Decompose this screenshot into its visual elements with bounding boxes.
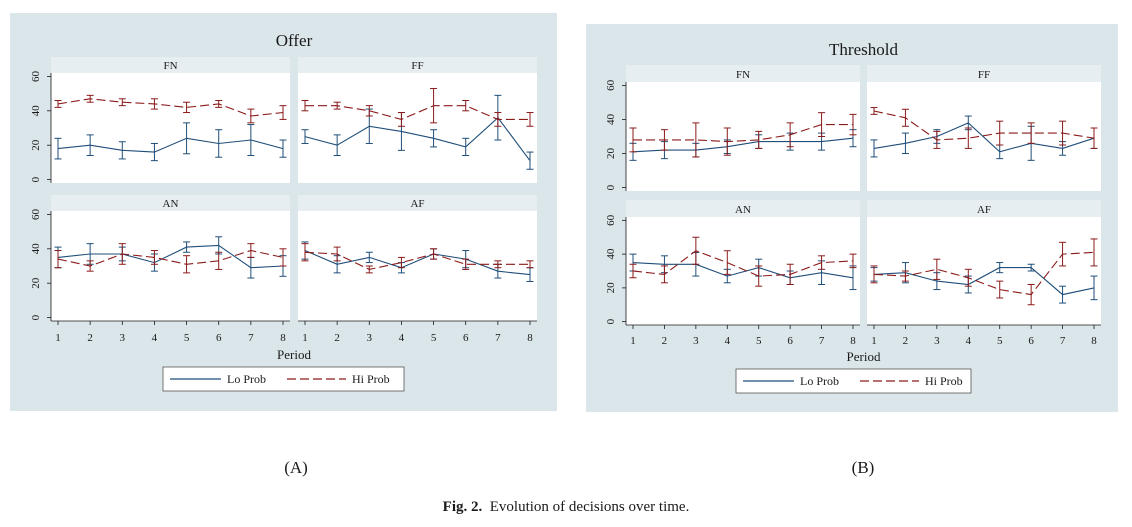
threshold-ff-strip (867, 65, 1101, 82)
offer-fn-y-tick-label: 60 (30, 70, 42, 82)
offer-an-x-tick-label: 1 (55, 332, 61, 344)
offer-an-x-tick-label: 6 (216, 332, 222, 344)
offer-af-strip-label: AF (410, 198, 424, 210)
threshold-an-y-tick-label: 40 (605, 248, 617, 260)
threshold-an-y-tick-label: 0 (605, 318, 617, 324)
threshold-an-x-tick-label: 3 (693, 335, 699, 347)
threshold-ff-strip-label: FF (978, 69, 990, 81)
offer-chart-title: Offer (276, 31, 313, 50)
offer-an-y-tick-label: 20 (30, 277, 42, 289)
offer-legend-hi-label: Hi Prob (352, 372, 390, 386)
threshold-an-x-tick-label: 8 (850, 335, 856, 347)
threshold-af-x-tick-label: 2 (903, 335, 909, 347)
offer-an-strip (51, 195, 290, 211)
offer-af-x-tick-label: 8 (527, 332, 533, 344)
offer-an-y-tick-label: 40 (30, 243, 42, 255)
threshold-an-x-tick-label: 4 (725, 335, 731, 347)
threshold-af-x-tick-label: 6 (1028, 335, 1034, 347)
offer-af-x-tick-label: 2 (334, 332, 340, 344)
threshold-chart-title: Threshold (829, 40, 898, 59)
offer-af-lo-prob-line (304, 249, 531, 276)
threshold-ff-lo-prob-line (873, 122, 1095, 153)
offer-af-strip (298, 195, 537, 211)
offer-an-x-tick-label: 2 (87, 332, 93, 344)
offer-ff-plot-area (298, 73, 537, 183)
threshold-af-x-tick-label: 8 (1091, 335, 1097, 347)
threshold-af-hi-prob-line (873, 251, 1095, 296)
threshold-an-hi-prob-line (632, 250, 854, 277)
caption-number: Fig. 2. (442, 499, 483, 515)
offer-ff-strip (298, 57, 537, 73)
offer-an-lo-prob-line (57, 244, 284, 269)
threshold-an-strip-label: AN (735, 204, 751, 216)
threshold-an-x-tick-label: 6 (787, 335, 793, 347)
offer-af-x-tick-label: 4 (399, 332, 405, 344)
panel-label-b: (B) (851, 458, 875, 477)
offer-fn-plot-area (51, 73, 290, 183)
offer-x-axis-label: Period (277, 347, 311, 362)
threshold-fn-y-tick-label: 20 (605, 148, 617, 160)
threshold-af-strip (867, 200, 1101, 217)
offer-fn-strip (51, 57, 290, 73)
offer-an-strip-label: AN (163, 198, 179, 210)
threshold-af-x-tick-label: 3 (934, 335, 940, 347)
offer-fn-hi-prob-line (57, 98, 284, 117)
threshold-an-strip (626, 200, 860, 217)
offer-fn-strip-label: FN (163, 60, 177, 72)
threshold-ff-hi-prob-line (873, 110, 1095, 141)
threshold-af-x-tick-label: 1 (871, 335, 877, 347)
threshold-af-x-tick-label: 7 (1060, 335, 1066, 347)
threshold-an-lo-prob-line (632, 262, 854, 279)
threshold-af-strip-label: AF (977, 204, 991, 216)
offer-af-x-tick-label: 6 (463, 332, 469, 344)
threshold-an-x-tick-label: 7 (819, 335, 825, 347)
offer-an-x-tick-label: 7 (248, 332, 254, 344)
threshold-ff-plot-area (867, 82, 1101, 191)
offer-an-y-tick-label: 0 (30, 314, 42, 320)
offer-ff-lo-prob-line (304, 116, 531, 162)
offer-an-x-tick-label: 4 (152, 332, 158, 344)
threshold-an-y-tick-label: 60 (605, 214, 617, 226)
offer-legend-lo-label: Lo Prob (227, 372, 266, 386)
threshold-af-x-tick-label: 4 (966, 335, 972, 347)
threshold-fn-lo-prob-line (632, 137, 854, 153)
threshold-an-y-tick-label: 20 (605, 282, 617, 294)
threshold-an-x-tick-label: 2 (662, 335, 668, 347)
offer-an-x-tick-label: 8 (280, 332, 286, 344)
threshold-legend-lo-label: Lo Prob (800, 374, 839, 388)
offer-fn-lo-prob-line (57, 137, 284, 153)
figure-caption: Fig. 2. Evolution of decisions over time… (0, 499, 1132, 516)
offer-an-y-tick-label: 60 (30, 208, 42, 220)
threshold-fn-y-tick-label: 60 (605, 79, 617, 91)
offer-ff-strip-label: FF (411, 60, 423, 72)
offer-af-hi-prob-line (304, 251, 530, 270)
offer-af-x-tick-label: 5 (431, 332, 437, 344)
offer-af-x-tick-label: 3 (367, 332, 373, 344)
threshold-fn-y-tick-label: 0 (605, 184, 617, 190)
threshold-af-x-tick-label: 5 (997, 335, 1003, 347)
threshold-fn-strip (626, 65, 860, 82)
offer-af-plot-area (298, 211, 537, 321)
threshold-an-x-tick-label: 1 (630, 335, 636, 347)
caption-text: Evolution of decisions over time. (489, 499, 690, 515)
threshold-fn-strip-label: FN (736, 69, 750, 81)
threshold-an-plot-area (626, 217, 860, 325)
offer-af-x-tick-label: 7 (495, 332, 501, 344)
offer-an-x-tick-label: 5 (184, 332, 190, 344)
threshold-an-x-tick-label: 5 (756, 335, 762, 347)
offer-fn-y-tick-label: 20 (30, 139, 42, 151)
threshold-legend-hi-label: Hi Prob (925, 374, 963, 388)
offer-fn-y-tick-label: 0 (30, 176, 42, 182)
threshold-fn-y-tick-label: 40 (605, 113, 617, 125)
threshold-x-axis-label: Period (847, 349, 881, 364)
panel-label-a: (A) (284, 458, 308, 477)
offer-af-x-tick-label: 1 (302, 332, 308, 344)
threshold-af-lo-prob-line (873, 267, 1095, 296)
threshold-fn-hi-prob-line (633, 124, 853, 143)
offer-fn-y-tick-label: 40 (30, 105, 42, 117)
offer-an-plot-area (51, 211, 290, 321)
offer-an-x-tick-label: 3 (120, 332, 126, 344)
